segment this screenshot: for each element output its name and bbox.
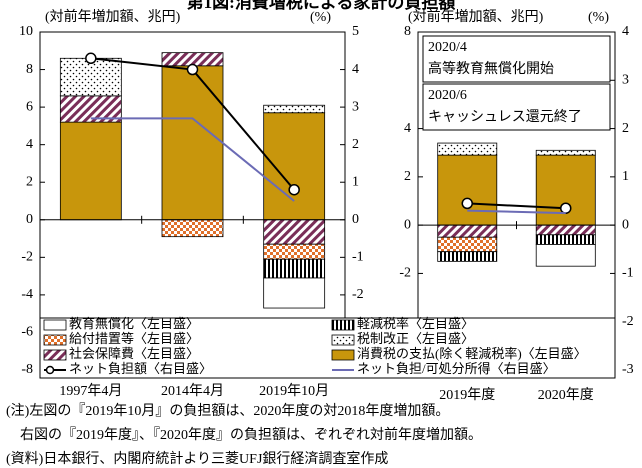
y2-axis-label: (%): [310, 10, 331, 25]
legend-swatch: [43, 349, 67, 361]
y2-tick-label: 0: [352, 212, 359, 227]
bar-segment: [437, 236, 498, 253]
y-tick-label: 0: [26, 212, 33, 227]
bar-segment: [437, 251, 498, 262]
legend-label: ネット負担/可処分所得〈右目盛〉: [357, 361, 556, 376]
y2-tick-label: -1: [352, 250, 364, 265]
y-tick-label: 4: [404, 121, 411, 136]
annotation: 高等教育無償化開始: [428, 60, 554, 77]
y-tick-label: -8: [21, 362, 33, 377]
legend-swatch: [331, 349, 355, 361]
y2-tick-label: -2: [352, 287, 364, 302]
legend-swatch: [331, 319, 355, 331]
line-marker: [85, 52, 97, 65]
bar-segment: [535, 154, 596, 226]
y2-tick-label: 1: [352, 174, 359, 189]
legend-label: 軽減税率〈左目盛〉: [357, 316, 474, 331]
y2-tick-label: 0: [622, 217, 629, 232]
y2-tick-label: 1: [622, 169, 629, 184]
line-series: [467, 202, 566, 210]
y-tick-label: 2: [26, 174, 33, 189]
bar-segment: [263, 104, 326, 114]
note: 右図の『2019年度』、『2020年度』の負担額は、ぞれぞれ対前年度増加額。: [6, 426, 482, 443]
annotation: 2020/6: [428, 88, 467, 103]
y2-tick-label: 4: [352, 62, 359, 77]
line-marker: [461, 197, 473, 210]
y-tick-label: 8: [404, 24, 411, 39]
legend-label: 消費税の支払(除く軽減税率)〈左目盛〉: [357, 346, 587, 361]
legend-swatch: [43, 334, 67, 346]
bar-segment: [263, 112, 326, 221]
y-tick-label: 8: [26, 62, 33, 77]
y2-tick-label: -1: [622, 266, 634, 281]
legend-swatch: [331, 334, 355, 346]
line-series: [90, 117, 295, 202]
y2-tick-label: 3: [352, 99, 359, 114]
legend-label: ネット負担額〈右目盛〉: [69, 361, 212, 376]
line-marker: [186, 63, 199, 76]
y-tick-label: 0: [404, 217, 411, 232]
chart-title: 第1図:消費増税による家計の負担額: [187, 0, 456, 12]
y-axis-label: (対前年増加額、兆円): [408, 8, 544, 25]
bar-segment: [59, 121, 122, 221]
legend-label: 教育無償化〈左目盛〉: [69, 316, 199, 331]
legend-swatch: [45, 365, 55, 375]
x-tick-label: 2019年度: [439, 387, 495, 403]
line-marker: [560, 202, 572, 214]
y2-tick-label: -3: [622, 362, 634, 377]
y2-tick-label: 3: [622, 73, 629, 88]
y-tick-label: 4: [26, 137, 33, 152]
note: (資料)日本銀行、内閣府統計より三菱UFJ銀行経済調査室作成: [6, 450, 388, 467]
bar-segment: [263, 219, 326, 245]
y-tick-label: -2: [399, 266, 411, 281]
y2-axis-label: (%): [588, 10, 609, 25]
bar-segment: [263, 243, 326, 260]
line-series: [467, 209, 566, 215]
bar-segment: [263, 277, 326, 309]
x-tick-label: 2020年度: [538, 387, 594, 403]
bar-segment: [535, 149, 596, 156]
y2-tick-label: -2: [622, 314, 634, 329]
y2-tick-label: 4: [622, 24, 629, 39]
x-tick-label: 2019年10月: [259, 383, 329, 399]
y2-tick-label: 2: [352, 137, 359, 152]
line-marker: [288, 183, 300, 196]
bar-segment: [535, 244, 596, 267]
annotation: キャッシュレス還元終了: [428, 109, 582, 125]
bar-segment: [437, 224, 498, 238]
y-axis-label: (対前年増加額、兆円): [45, 8, 181, 25]
y-tick-label: 6: [26, 99, 33, 114]
y-tick-label: 10: [19, 24, 33, 39]
y-tick-label: 2: [404, 169, 411, 184]
legend-label: 社会保障費〈左目盛〉: [69, 346, 199, 361]
note: (注)左図の『2019年10月』の負担額は、2020年度の対2018年度増加額。: [6, 403, 449, 419]
annotation: 2020/4: [428, 40, 467, 55]
y2-tick-label: 5: [352, 24, 359, 39]
y-tick-label: -4: [21, 287, 33, 302]
x-tick-label: 2014年4月: [161, 383, 224, 399]
legend-label: 給付措置等〈左目盛〉: [69, 331, 199, 346]
y-tick-label: -2: [21, 250, 33, 265]
bar-segment: [535, 234, 596, 245]
bar-segment: [437, 142, 498, 156]
legend-label: 税制改正〈左目盛〉: [357, 331, 474, 346]
legend-box: [39, 317, 616, 379]
x-tick-label: 1997年4月: [59, 383, 122, 399]
bar-segment: [161, 219, 224, 238]
bar-segment: [59, 57, 122, 97]
annotation-box: [422, 35, 611, 83]
bar-segment: [263, 258, 326, 279]
bar-segment: [437, 154, 498, 226]
y-tick-label: -6: [21, 325, 33, 340]
y2-tick-label: 2: [622, 121, 629, 136]
bar-segment: [59, 95, 122, 123]
bar-segment: [535, 224, 596, 236]
legend-swatch: [43, 319, 67, 331]
bar-segment: [161, 65, 224, 221]
annotation-box: [422, 83, 611, 131]
